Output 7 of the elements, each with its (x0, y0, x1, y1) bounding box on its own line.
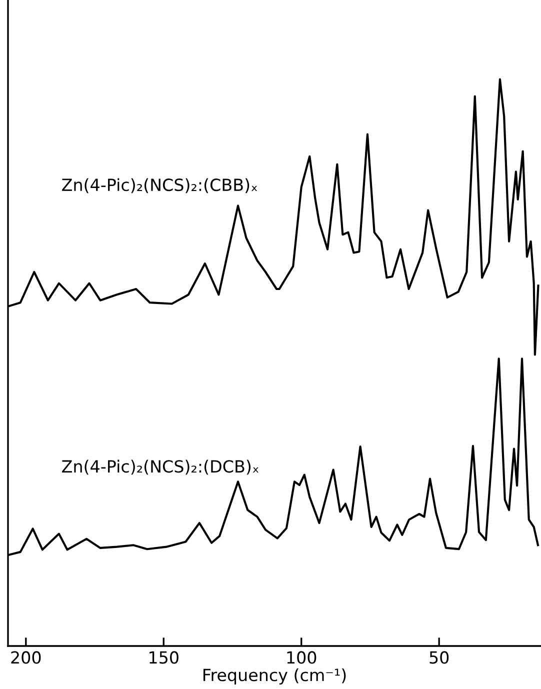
x-axis-title: Frequency (cm⁻¹) (203, 668, 346, 685)
series-label: Zn(4-Pic)₂(NCS)₂:(CBB)ₓ (62, 178, 258, 194)
x-tick-label: 200 (11, 651, 41, 664)
x-tick-label: 50 (430, 651, 449, 664)
series-label: Zn(4-Pic)₂(NCS)₂:(DCB)ₓ (62, 460, 258, 475)
x-tick-label: 100 (287, 651, 316, 664)
x-tick-label: 150 (150, 651, 178, 664)
